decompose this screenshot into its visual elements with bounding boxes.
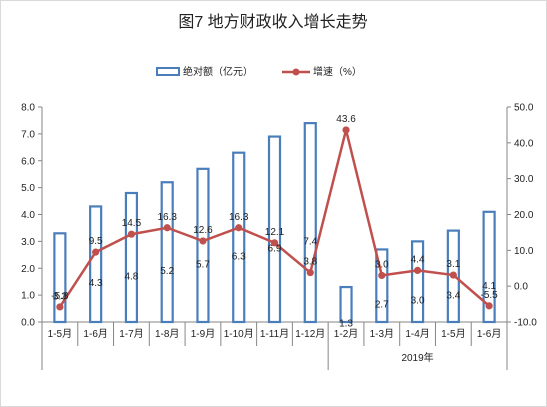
bar <box>410 240 425 324</box>
x-tick-label: 1-12月 <box>295 328 325 340</box>
legend-bar-swatch <box>156 67 180 76</box>
bar <box>89 205 103 324</box>
growth-marker <box>235 224 243 232</box>
legend-bar-label: 绝对额（亿元） <box>183 65 253 78</box>
growth-marker <box>485 302 493 310</box>
y-left-tick-label: 8.0 <box>21 103 35 114</box>
bar <box>196 167 210 324</box>
line-data-label: 3.0 <box>375 259 389 270</box>
x-tick-label: 1-6月 <box>83 328 107 340</box>
y-right-tick-label: 30.0 <box>514 174 534 185</box>
growth-marker <box>306 268 314 277</box>
x-tick-label: 1-8月 <box>155 328 179 340</box>
line-series <box>56 126 493 311</box>
line-data-label: 43.6 <box>336 114 356 125</box>
growth-marker <box>449 271 457 279</box>
x-tick-label: 1-5月 <box>48 328 72 340</box>
x-tick-label: 1-5月 <box>441 328 465 340</box>
line-data-label: 16.3 <box>157 212 177 223</box>
x-tick-label: 1-6月 <box>477 328 501 340</box>
line-data-label: 4.4 <box>411 254 425 265</box>
bar <box>160 181 174 324</box>
line-data-label: 3.1 <box>446 259 460 270</box>
x-tick-label: 1-3月 <box>370 328 394 340</box>
bar-data-label: 4.8 <box>124 272 138 283</box>
bar-data-label: 5.7 <box>196 259 210 270</box>
y-right-tick-label: 0.0 <box>514 282 528 293</box>
x-tick-label: 1-7月 <box>119 328 143 340</box>
y-right-tick-label: 20.0 <box>514 210 534 221</box>
bar-data-label: 6.3 <box>232 251 246 262</box>
bar-data-label: 5.2 <box>160 266 174 277</box>
bar-data-label: 3.3 <box>53 292 67 303</box>
line-data-label: 12.1 <box>265 227 285 238</box>
x-group-label: 2019年 <box>401 351 433 364</box>
y-right-tick-label: -10.0 <box>514 318 537 329</box>
y-right-tick-label: 50.0 <box>514 103 534 114</box>
growth-marker <box>127 230 136 238</box>
y-left-tick-label: 7.0 <box>21 129 35 140</box>
bar <box>339 285 353 324</box>
bar <box>303 122 317 324</box>
x-tick-label: 1-9月 <box>191 328 215 340</box>
y-left-tick-label: 4.0 <box>21 210 35 221</box>
chart-title: 图7 地方财政收入增长走势 <box>178 13 367 31</box>
y-left-tick-label: 1.0 <box>21 291 35 302</box>
data-labels: 3.34.34.8 5.25.76.36.97.41.32.7 3.0 3.44.1-… <box>51 114 498 330</box>
y-right-tick-label: 10.0 <box>514 246 534 257</box>
bar <box>482 210 496 324</box>
y-left-tick-label: 5.0 <box>21 183 35 194</box>
x-tick-label: 1-10月 <box>224 328 254 340</box>
bar-data-label: 4.1 <box>482 281 496 292</box>
legend-line-marker <box>292 68 300 76</box>
line-data-label: -5.5 <box>480 290 498 301</box>
y-left-tick-label: 6.0 <box>21 156 35 167</box>
growth-marker <box>270 239 279 247</box>
line-data-label: 12.6 <box>193 225 213 236</box>
line-data-label: -5.8 <box>51 291 69 302</box>
growth-marker <box>342 126 350 134</box>
bar-data-label: 7.4 <box>303 237 317 248</box>
y-left-tick-label: 0.0 <box>21 318 35 329</box>
bar <box>232 151 246 324</box>
growth-marker <box>92 248 100 256</box>
bar-data-label: 1.3 <box>339 319 353 330</box>
line-data-label: 14.5 <box>122 218 142 229</box>
growth-marker <box>378 271 386 280</box>
growth-marker <box>163 224 171 232</box>
line-data-label: 9.5 <box>89 236 103 247</box>
x-tick-label: 1-4月 <box>405 328 429 340</box>
bar-data-label: 4.3 <box>89 278 103 289</box>
y-left-tick-label: 2.0 <box>21 264 35 275</box>
legend-line-label: 增速（%） <box>313 65 362 78</box>
bar-data-label: 3.4 <box>446 290 460 301</box>
bar-data-label: 3.0 <box>411 296 425 307</box>
y-left-tick-label: 3.0 <box>21 237 35 248</box>
x-tick-label: 1-2月 <box>334 328 358 340</box>
bar-data-label: 2.7 <box>375 300 389 311</box>
axes: 0.0 1.0 2.0 3.0 4.0 5.0 6.0 7.0 8.0 -10.0 0.0 10.0 2… <box>21 103 537 370</box>
growth-marker <box>56 303 64 311</box>
y-right-tick-label: 40.0 <box>514 138 534 149</box>
legend: 绝对额（亿元） 增速（%） <box>156 65 362 78</box>
growth-marker <box>199 237 207 245</box>
line-data-label: 3.8 <box>303 257 317 268</box>
bar <box>267 135 282 324</box>
x-tick-label: 1-11月 <box>260 328 289 340</box>
line-data-label: 16.3 <box>229 212 249 223</box>
bar-data-label: 6.9 <box>268 243 282 254</box>
bar <box>124 191 139 324</box>
growth-marker <box>413 266 422 274</box>
bar <box>375 248 389 324</box>
bar <box>53 232 67 324</box>
